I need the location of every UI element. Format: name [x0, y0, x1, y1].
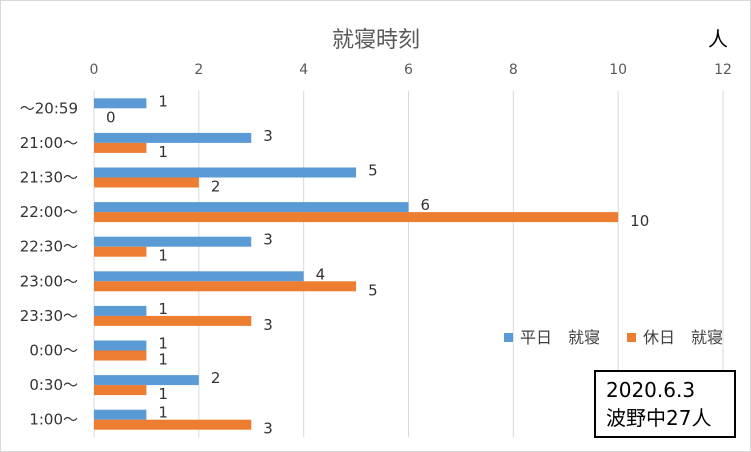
data-label-weekday: 3 — [263, 231, 273, 249]
legend: 平日 就寝 休日 就寝 — [504, 328, 723, 347]
data-label-holiday: 1 — [158, 351, 168, 369]
legend-swatch-weekday — [504, 333, 513, 342]
legend-swatch-holiday — [627, 333, 636, 342]
x-tick-label: 4 — [299, 62, 308, 78]
x-tick-label: 10 — [609, 62, 627, 78]
bar-holiday — [94, 177, 199, 188]
category-label: ～20:59 — [20, 99, 78, 117]
data-label-weekday: 6 — [421, 196, 431, 214]
bar-holiday — [94, 142, 147, 153]
bar-holiday — [94, 246, 147, 257]
category-label: 21:00～ — [20, 134, 78, 152]
data-label-holiday: 10 — [630, 212, 649, 230]
legend-label-weekday: 平日 就寝 — [520, 328, 600, 347]
x-tick-label: 12 — [714, 62, 732, 78]
x-tick-label: 2 — [194, 62, 203, 78]
bar-weekday — [94, 98, 147, 109]
data-label-holiday: 1 — [158, 143, 168, 161]
category-label: 0:00～ — [29, 342, 78, 360]
data-label-weekday: 1 — [158, 300, 168, 318]
unit-label: 人 — [708, 27, 728, 51]
bar-weekday — [94, 132, 252, 143]
bar-weekday — [94, 375, 199, 386]
bar-holiday — [94, 281, 357, 292]
data-label-weekday: 3 — [263, 127, 273, 145]
note-group: 波野中27人 — [606, 406, 712, 430]
chart-title: 就寝時刻 — [332, 28, 420, 53]
data-label-holiday: 2 — [211, 178, 221, 196]
data-label-weekday: 4 — [316, 265, 326, 283]
data-label-weekday: 1 — [158, 335, 168, 353]
category-label: 22:30～ — [20, 238, 78, 256]
data-label-holiday: 1 — [158, 385, 168, 403]
bar-holiday — [94, 315, 252, 326]
data-label-weekday: 2 — [211, 369, 221, 387]
category-label: 23:00～ — [20, 272, 78, 290]
bar-weekday — [94, 409, 147, 420]
category-label: 21:30～ — [20, 169, 78, 187]
category-label: 23:30～ — [20, 307, 78, 325]
data-label-holiday: 3 — [263, 420, 273, 438]
bar-weekday — [94, 305, 147, 316]
category-label: 1:00～ — [29, 411, 78, 429]
data-label-weekday: 5 — [368, 162, 378, 180]
data-label-weekday: 1 — [158, 92, 168, 110]
legend-label-holiday: 休日 就寝 — [643, 328, 723, 347]
bar-holiday — [94, 350, 147, 361]
data-label-holiday: 3 — [263, 316, 273, 334]
data-label-holiday: 0 — [106, 108, 116, 126]
x-tick-label: 6 — [404, 62, 413, 78]
bar-weekday — [94, 202, 409, 213]
bar-weekday — [94, 236, 252, 247]
bar-weekday — [94, 340, 147, 351]
bar-holiday — [94, 212, 619, 223]
x-tick-label: 0 — [90, 62, 99, 78]
bar-holiday — [94, 385, 147, 396]
bar-holiday — [94, 419, 252, 430]
note-date: 2020.6.3 — [606, 378, 696, 402]
bar-weekday — [94, 271, 304, 282]
bar-weekday — [94, 167, 357, 178]
category-labels: ～20:59 21:00～ 21:30～ 22:00～ 22:30～ 23:00～ 23:3… — [20, 99, 78, 428]
data-label-weekday: 1 — [158, 404, 168, 422]
bars — [94, 98, 619, 430]
category-label: 22:00～ — [20, 203, 78, 221]
x-tick-label: 8 — [509, 62, 518, 78]
category-label: 0:30～ — [29, 376, 78, 394]
note-box: 2020.6.3 波野中27人 — [594, 370, 736, 438]
data-label-holiday: 5 — [368, 281, 378, 299]
x-axis-ticks: 0 2 4 6 8 10 12 — [90, 62, 732, 78]
data-label-holiday: 1 — [158, 247, 168, 265]
